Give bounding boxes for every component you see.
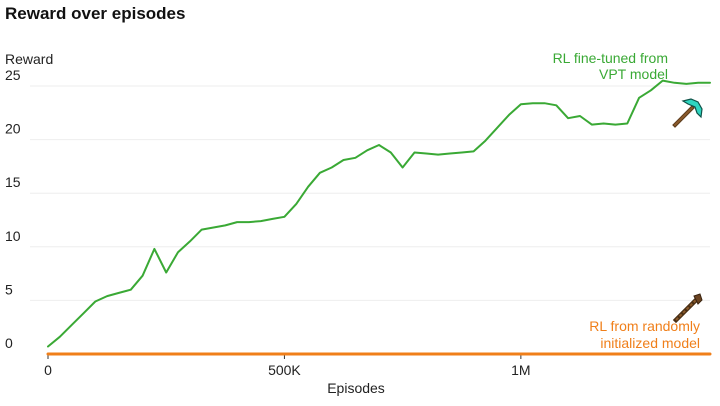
x-axis-ticks: 0 500K 1M: [44, 354, 531, 378]
series-label-vpt: RL fine-tuned from VPT model: [553, 50, 668, 82]
series-label-vpt-line-2: VPT model: [599, 66, 668, 82]
y-tick-label-15: 15: [5, 174, 21, 190]
grid-lines: [30, 85, 710, 301]
series-label-vpt-line-1: RL fine-tuned from: [553, 50, 668, 66]
diamond-pickaxe-icon: [672, 98, 703, 128]
y-tick-label-20: 20: [5, 121, 21, 137]
series-label-random-line-1: RL from randomly: [589, 318, 700, 334]
x-tick-label-1: 500K: [268, 362, 301, 378]
y-tick-label-25: 25: [5, 67, 21, 83]
y-tick-label-0: 0: [5, 335, 13, 351]
chart-title: Reward over episodes: [5, 4, 186, 23]
series-lines: [46, 79, 712, 356]
series-line-vpt: [47, 79, 711, 348]
y-tick-label-5: 5: [5, 281, 13, 297]
x-tick-label-0: 0: [44, 362, 52, 378]
series-label-random-line-2: initialized model: [600, 335, 700, 351]
x-axis-label: Episodes: [327, 380, 385, 396]
y-tick-label-10: 10: [5, 228, 21, 244]
y-axis-label: Reward: [5, 51, 53, 67]
wooden-pickaxe-icon: [672, 293, 703, 324]
y-axis-ticks: 0 5 10 15 20 25: [5, 67, 21, 351]
x-tick-label-2: 1M: [511, 362, 530, 378]
series-label-random: RL from randomly initialized model: [589, 318, 700, 351]
